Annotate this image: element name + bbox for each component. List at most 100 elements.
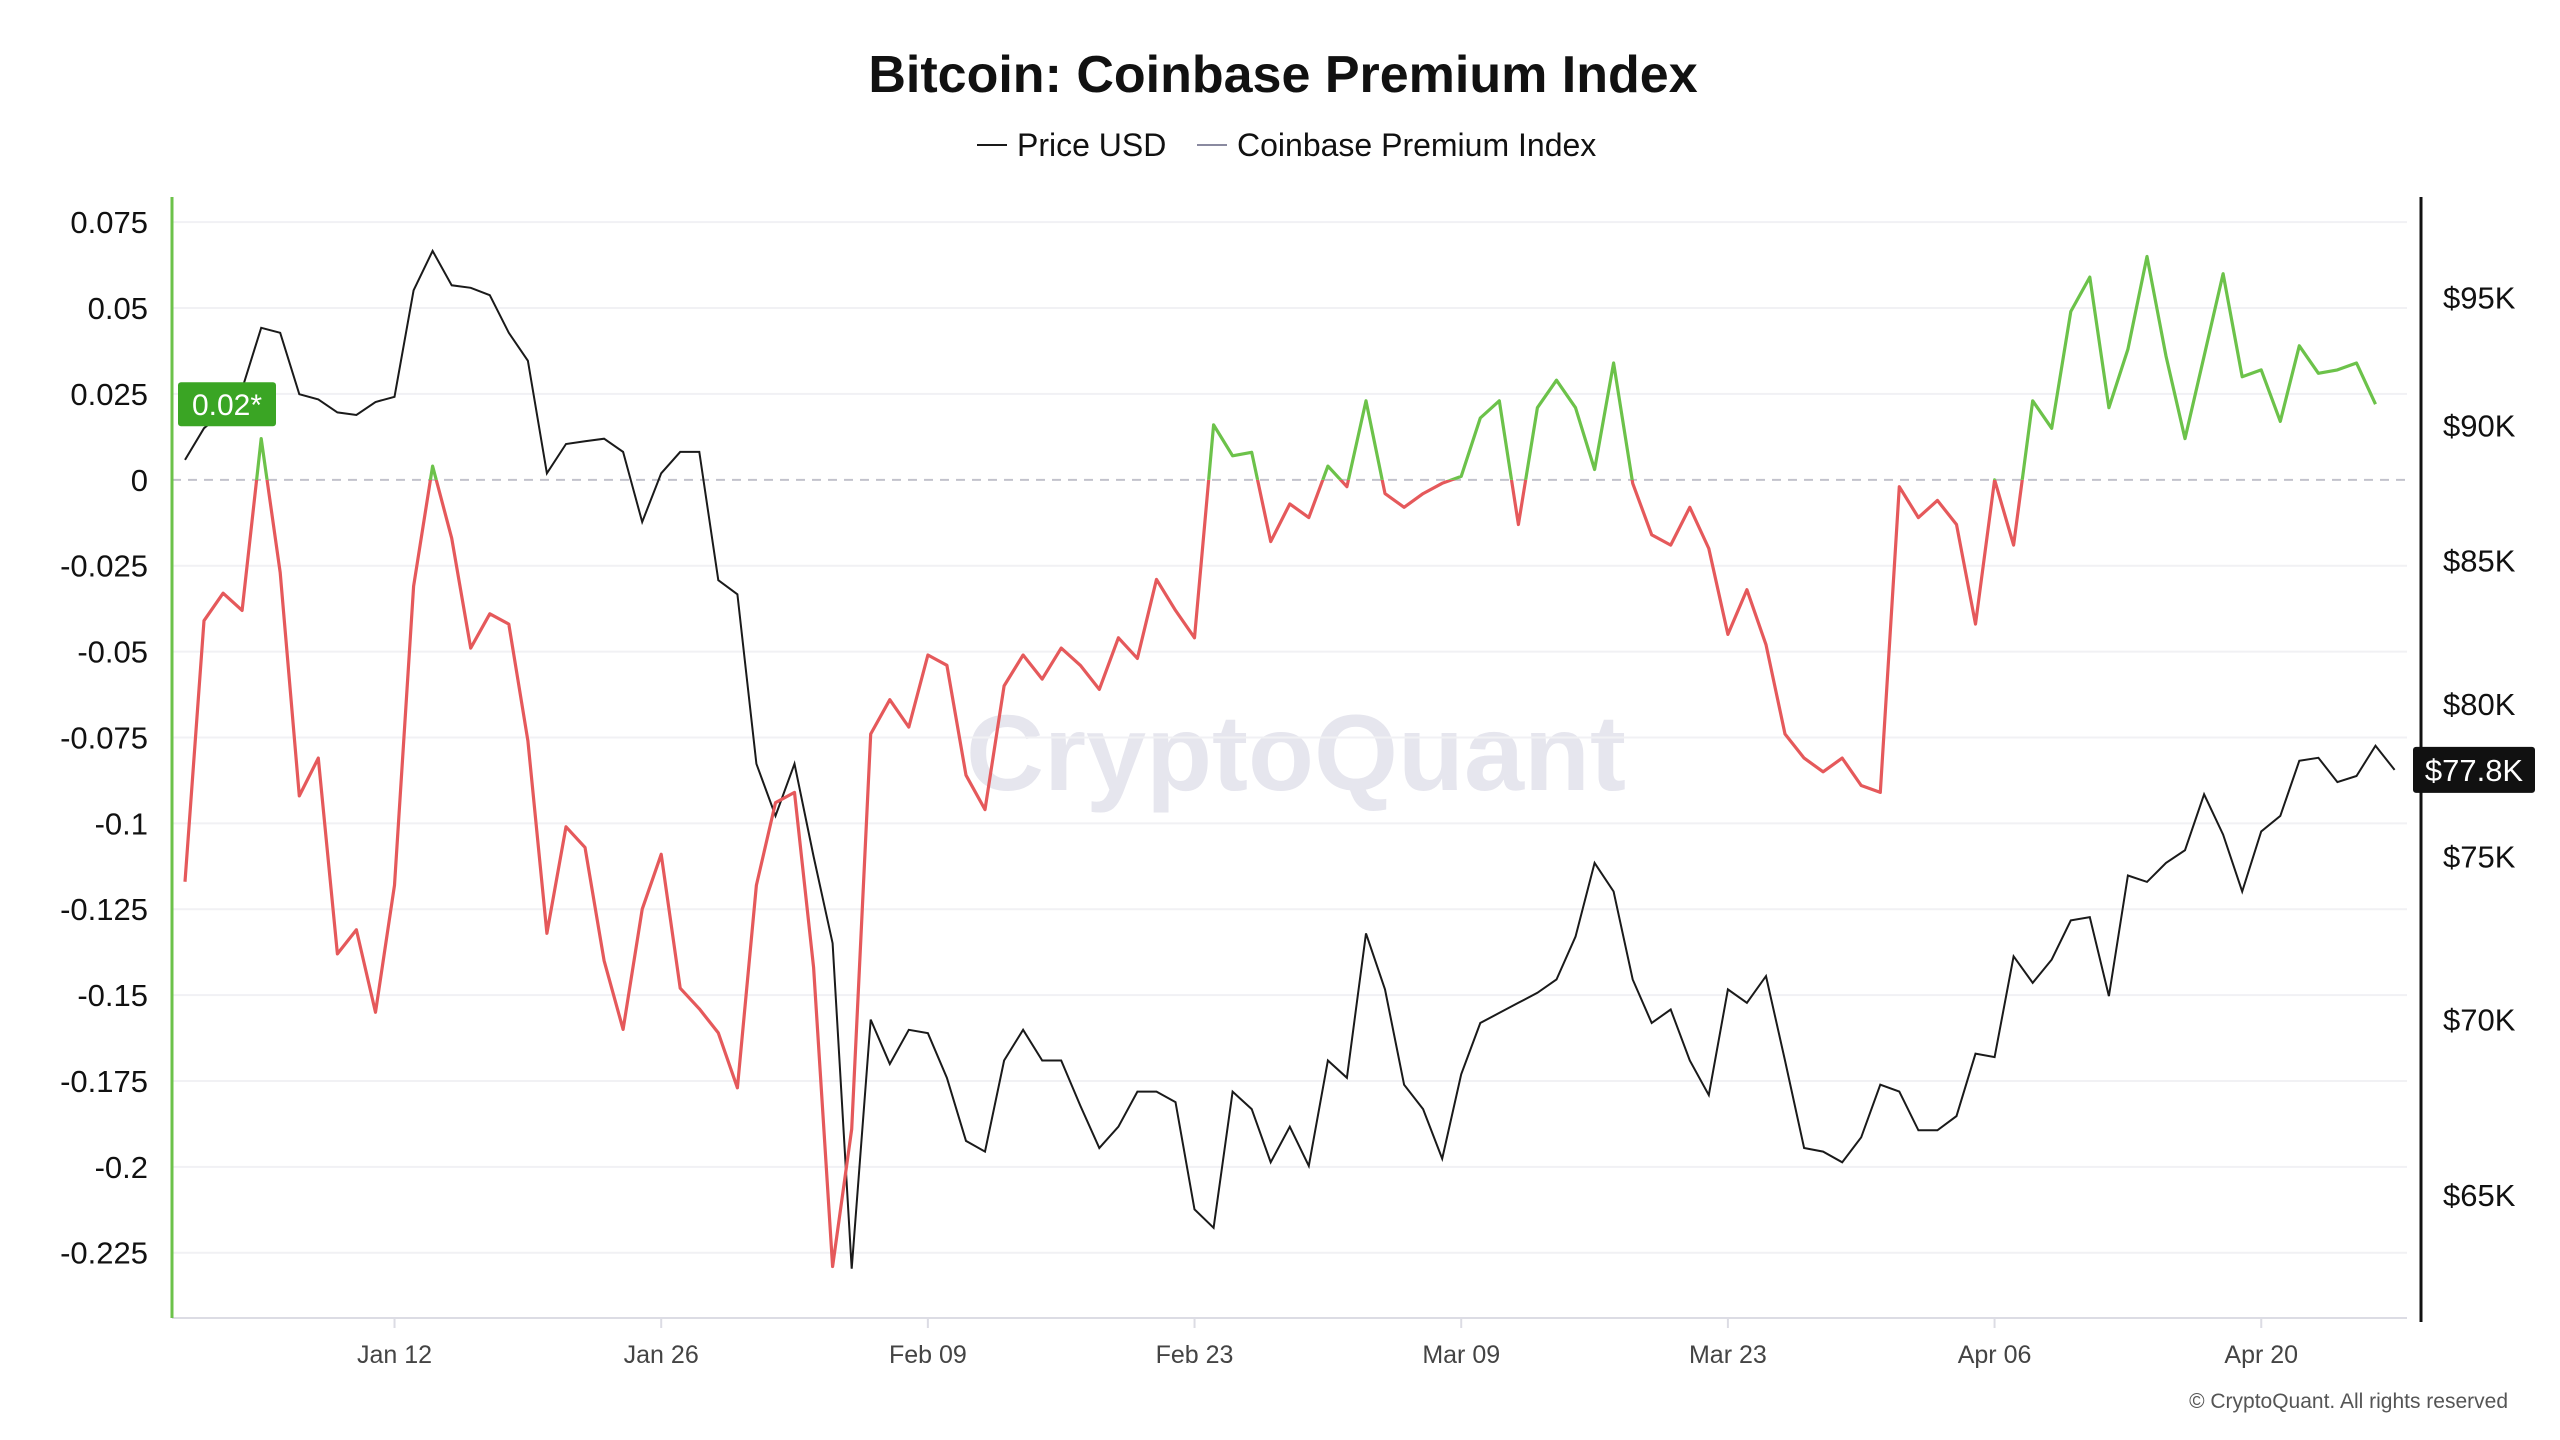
- price-point[interactable]: [656, 468, 666, 478]
- price-point[interactable]: [637, 517, 647, 527]
- premium-point[interactable]: [485, 609, 495, 619]
- price-point[interactable]: [1037, 1056, 1047, 1066]
- premium-point[interactable]: [1628, 478, 1638, 488]
- premium-point[interactable]: [1723, 629, 1733, 639]
- premium-point[interactable]: [751, 880, 761, 890]
- price-point[interactable]: [409, 285, 419, 295]
- premium-point[interactable]: [2028, 396, 2038, 406]
- premium-point[interactable]: [2199, 351, 2209, 361]
- price-point[interactable]: [751, 759, 761, 769]
- price-point[interactable]: [1856, 1132, 1866, 1142]
- price-point[interactable]: [1799, 1143, 1809, 1153]
- price-point[interactable]: [713, 575, 723, 585]
- premium-point[interactable]: [904, 722, 914, 732]
- premium-point[interactable]: [2313, 368, 2323, 378]
- premium-point[interactable]: [294, 791, 304, 801]
- price-point[interactable]: [2009, 951, 2019, 961]
- price-point[interactable]: [2218, 830, 2228, 840]
- premium-point[interactable]: [961, 770, 971, 780]
- premium-point[interactable]: [1475, 413, 1485, 423]
- price-point[interactable]: [904, 1025, 914, 1035]
- premium-point[interactable]: [1799, 753, 1809, 763]
- price-point[interactable]: [980, 1147, 990, 1157]
- price-point[interactable]: [542, 468, 552, 478]
- price-point[interactable]: [1590, 858, 1600, 868]
- premium-point[interactable]: [504, 619, 514, 629]
- price-point[interactable]: [1094, 1143, 1104, 1153]
- premium-point[interactable]: [1571, 403, 1581, 413]
- price-point[interactable]: [1628, 974, 1638, 984]
- premium-point[interactable]: [1551, 375, 1561, 385]
- premium-point[interactable]: [694, 1004, 704, 1014]
- price-point[interactable]: [1247, 1104, 1257, 1114]
- price-point[interactable]: [2256, 826, 2266, 836]
- price-point[interactable]: [1418, 1104, 1428, 1114]
- premium-point[interactable]: [1456, 471, 1466, 481]
- premium-point[interactable]: [1037, 674, 1047, 684]
- premium-point[interactable]: [1209, 420, 1219, 430]
- premium-point[interactable]: [2047, 423, 2057, 433]
- price-point[interactable]: [1551, 974, 1561, 984]
- price-point[interactable]: [428, 246, 438, 256]
- price-point[interactable]: [1609, 886, 1619, 896]
- price-point[interactable]: [580, 436, 590, 446]
- premium-point[interactable]: [942, 660, 952, 670]
- price-point[interactable]: [1209, 1223, 1219, 1233]
- premium-point[interactable]: [2161, 351, 2171, 361]
- price-point[interactable]: [294, 389, 304, 399]
- premium-point[interactable]: [313, 753, 323, 763]
- price-point[interactable]: [2047, 955, 2057, 965]
- premium-point[interactable]: [1494, 396, 1504, 406]
- price-point[interactable]: [790, 759, 800, 769]
- price-point[interactable]: [447, 280, 457, 290]
- premium-point[interactable]: [1399, 502, 1409, 512]
- price-point[interactable]: [1971, 1049, 1981, 1059]
- premium-point[interactable]: [1132, 653, 1142, 663]
- legend-premium-label[interactable]: Coinbase Premium Index: [1237, 127, 1596, 163]
- premium-point[interactable]: [732, 1083, 742, 1093]
- price-point[interactable]: [1228, 1087, 1238, 1097]
- premium-point[interactable]: [199, 616, 209, 626]
- premium-point[interactable]: [2142, 252, 2152, 262]
- price-point[interactable]: [1704, 1090, 1714, 1100]
- premium-point[interactable]: [1418, 489, 1428, 499]
- price-point[interactable]: [618, 447, 628, 457]
- price-point[interactable]: [1170, 1097, 1180, 1107]
- premium-point[interactable]: [828, 1261, 838, 1271]
- premium-point[interactable]: [1075, 660, 1085, 670]
- premium-point[interactable]: [2123, 344, 2133, 354]
- price-point[interactable]: [1399, 1080, 1409, 1090]
- premium-point[interactable]: [675, 983, 685, 993]
- price-point[interactable]: [2142, 877, 2152, 887]
- premium-point[interactable]: [2085, 272, 2095, 282]
- price-point[interactable]: [504, 328, 514, 338]
- price-point[interactable]: [256, 323, 266, 333]
- price-point[interactable]: [770, 811, 780, 821]
- price-point[interactable]: [923, 1028, 933, 1038]
- premium-point[interactable]: [1590, 465, 1600, 475]
- price-point[interactable]: [2313, 753, 2323, 763]
- premium-point[interactable]: [1742, 585, 1752, 595]
- premium-point[interactable]: [218, 588, 228, 598]
- premium-point[interactable]: [1304, 513, 1314, 523]
- premium-point[interactable]: [637, 904, 647, 914]
- premium-point[interactable]: [1437, 478, 1447, 488]
- price-point[interactable]: [523, 356, 533, 366]
- premium-point[interactable]: [1932, 495, 1942, 505]
- premium-point[interactable]: [2218, 269, 2228, 279]
- price-point[interactable]: [885, 1059, 895, 1069]
- premium-point[interactable]: [866, 729, 876, 739]
- price-point[interactable]: [2390, 765, 2400, 775]
- price-point[interactable]: [180, 455, 190, 465]
- premium-point[interactable]: [1685, 502, 1695, 512]
- premium-point[interactable]: [1875, 787, 1885, 797]
- price-point[interactable]: [1132, 1087, 1142, 1097]
- price-point[interactable]: [561, 439, 571, 449]
- price-point[interactable]: [1494, 1008, 1504, 1018]
- premium-point[interactable]: [1704, 544, 1714, 554]
- premium-point[interactable]: [1247, 447, 1257, 457]
- price-point[interactable]: [866, 1015, 876, 1025]
- premium-point[interactable]: [1056, 643, 1066, 653]
- price-point[interactable]: [2123, 871, 2133, 881]
- premium-point[interactable]: [656, 849, 666, 859]
